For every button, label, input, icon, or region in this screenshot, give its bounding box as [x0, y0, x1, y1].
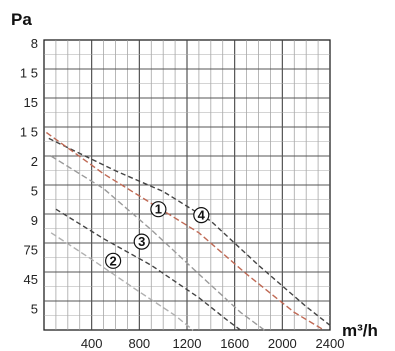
x-tick-label: 1600	[220, 336, 249, 351]
curve-marker-circle	[150, 201, 167, 218]
y-tick-label: 5	[31, 302, 38, 317]
y-tick-label: 5	[31, 184, 38, 199]
curve-marker-label: 4	[198, 208, 206, 223]
x-tick-label: 1200	[173, 336, 202, 351]
curve-marker-label: 2	[109, 253, 116, 268]
curve-marker-label: 1	[155, 202, 162, 217]
series-line-3	[50, 155, 265, 331]
curve-marker-4: 4	[193, 207, 210, 224]
curve-marker-circle	[133, 233, 150, 250]
x-tick-label: 800	[128, 336, 150, 351]
curve-markers: 1 2 3 4	[105, 201, 210, 269]
x-tick-label: 2000	[268, 336, 297, 351]
y-tick-label: 9	[31, 213, 38, 228]
y-tick-label: 75	[24, 243, 38, 258]
curve-marker-1: 1	[150, 201, 167, 218]
series-layer	[45, 131, 333, 331]
x-axis-ticks: 400 800 1200 1600 2000 2400	[81, 336, 345, 351]
curve-marker-3: 3	[133, 233, 150, 250]
series-line-5	[50, 232, 194, 331]
x-axis-unit: m³/h	[342, 321, 378, 340]
y-axis-ticks: 8 1 5 15 1 5 2 5 9 75 45 5	[20, 36, 38, 317]
curve-marker-label: 3	[138, 234, 145, 249]
y-tick-label: 2	[31, 154, 38, 169]
curve-marker-2: 2	[105, 252, 122, 269]
y-axis-unit: Pa	[11, 10, 32, 29]
y-tick-label: 1 5	[20, 125, 38, 140]
x-tick-label: 400	[81, 336, 103, 351]
x-tick-label: 2400	[316, 336, 345, 351]
series-line-4	[55, 208, 242, 331]
grid	[43, 39, 331, 331]
series-line-1	[48, 137, 333, 328]
series-line-2	[45, 131, 325, 331]
y-tick-label: 1 5	[20, 66, 38, 81]
y-tick-label: 15	[24, 95, 38, 110]
curve-marker-circle	[193, 207, 210, 224]
y-tick-label: 45	[24, 272, 38, 287]
y-tick-label: 8	[31, 36, 38, 51]
curve-marker-circle	[105, 252, 122, 269]
